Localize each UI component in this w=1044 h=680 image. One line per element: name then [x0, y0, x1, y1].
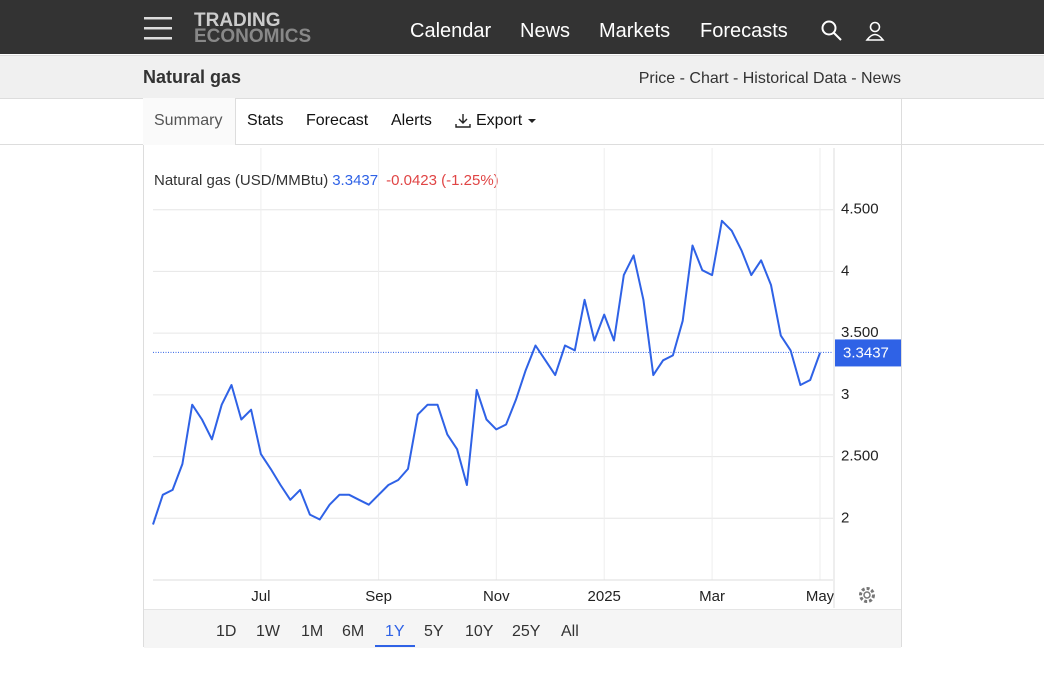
y-tick-label: 4 [841, 262, 849, 279]
page-title: Natural gas [143, 67, 242, 87]
tab[interactable]: Stats [247, 112, 284, 129]
range-button[interactable]: 1D [216, 623, 237, 640]
divider [0, 144, 1044, 145]
legend-name: Natural gas (USD/MMBtu) [154, 172, 328, 189]
logo-line: ECONOMICS [194, 26, 312, 47]
caret [528, 119, 536, 123]
tab[interactable]: Export [476, 112, 523, 129]
range-button[interactable]: All [561, 623, 579, 640]
active-tab [143, 98, 236, 145]
nav-link[interactable]: Calendar [410, 20, 492, 42]
y-tick-label: 3.500 [841, 324, 879, 341]
tab[interactable]: Summary [154, 112, 223, 129]
nav-link[interactable]: News [520, 20, 571, 42]
last-value-label: 3.3437 [843, 344, 889, 361]
download-icon [455, 114, 471, 128]
tab[interactable]: Forecast [306, 112, 369, 129]
nav-link[interactable]: Forecasts [700, 20, 788, 42]
price-line [152, 219, 821, 525]
x-tick-label: Sep [365, 588, 392, 605]
tab[interactable]: Alerts [391, 112, 432, 129]
last-value-tag [835, 339, 901, 367]
x-tick-label: May [806, 588, 835, 605]
user-icon[interactable] [865, 21, 885, 41]
y-tick-label: 2.500 [841, 448, 879, 465]
x-tick-label: Mar [699, 588, 725, 605]
chart: Natural gas (USD/MMBtu) 3.3437 -0.0423 (-1… [152, 148, 901, 608]
range-button[interactable]: 5Y [424, 623, 444, 640]
range-button[interactable]: 1M [301, 623, 324, 640]
settings-icon[interactable] [859, 587, 875, 603]
x-tick-label: Nov [483, 588, 510, 605]
legend-change: -0.0423 (-1.25%) [386, 172, 499, 189]
range-button[interactable]: 25Y [512, 623, 541, 640]
menu-icon[interactable] [144, 17, 174, 41]
range-button[interactable]: 1W [256, 623, 280, 640]
legend-last: 3.3437 [332, 172, 378, 189]
sub-header: Natural gas Price - Chart - Historical D… [0, 55, 1044, 99]
x-tick-label: 2025 [588, 588, 621, 605]
y-tick-label: 3 [841, 386, 849, 403]
logo[interactable]: TRADING ECONOMICS [194, 10, 312, 47]
top-bar: TRADING ECONOMICS Calendar News Markets … [0, 0, 1044, 54]
range-button[interactable]: 1Y [375, 623, 415, 647]
search-icon[interactable] [821, 20, 843, 42]
logo-line: TRADING [194, 10, 281, 31]
nav-link[interactable]: Markets [599, 20, 671, 42]
range-button[interactable]: 10Y [465, 623, 494, 640]
page-links[interactable]: Price - Chart - Historical Data - News [638, 70, 901, 87]
y-tick-label: 4.500 [841, 201, 879, 218]
range-bar [144, 609, 901, 648]
range-button[interactable]: 6M [342, 623, 365, 640]
legend: Natural gas (USD/MMBtu) 3.3437 -0.0423 (-1… [154, 172, 499, 189]
y-tick-label: 2 [841, 509, 849, 526]
x-tick-label: Jul [251, 588, 270, 605]
